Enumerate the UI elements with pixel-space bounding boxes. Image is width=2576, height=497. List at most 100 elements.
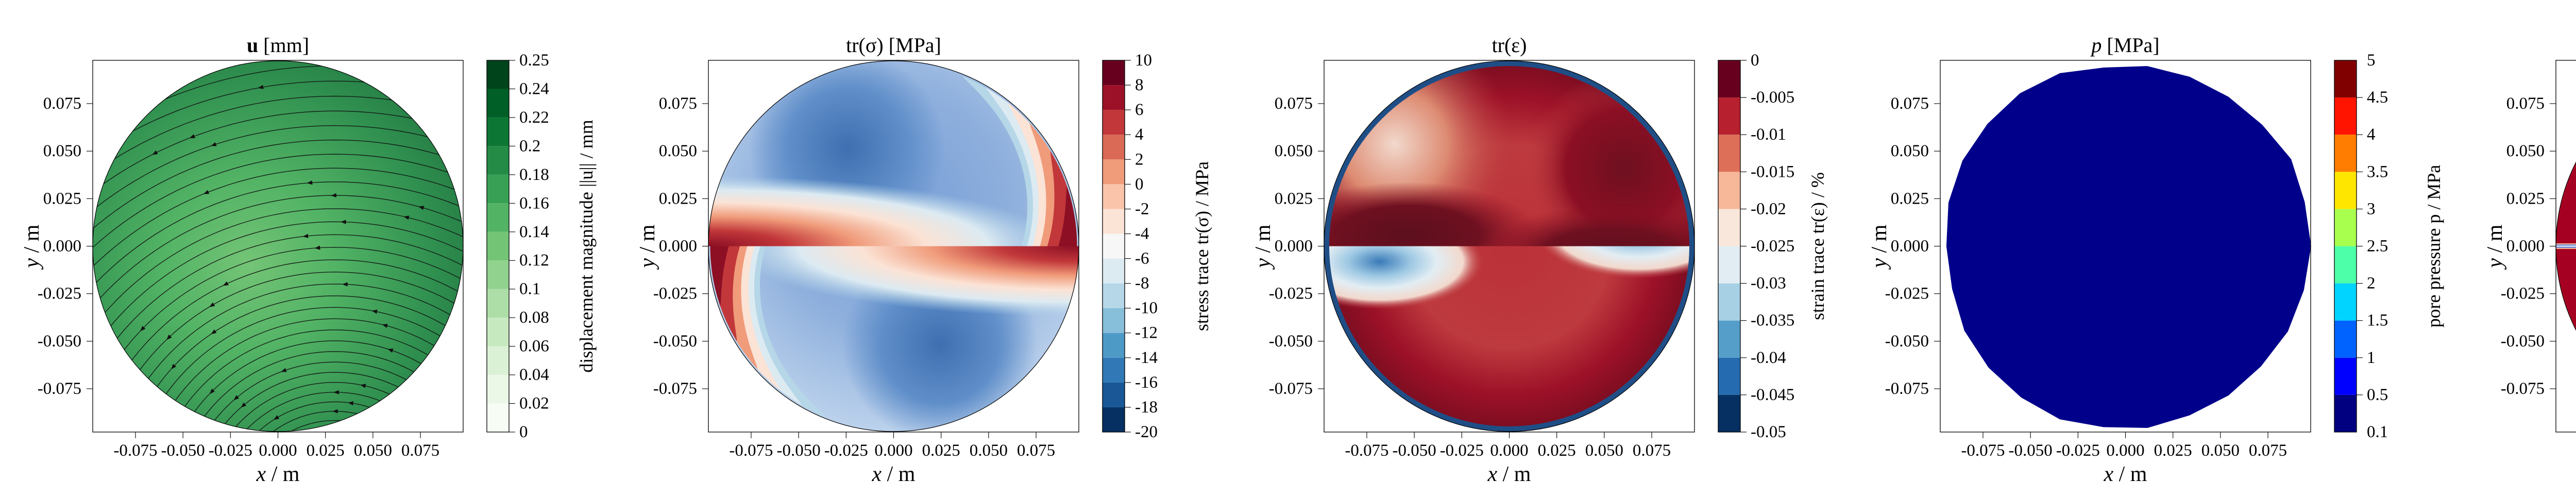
svg-text:-0.050: -0.050 [161,441,205,460]
svg-text:5: 5 [2367,51,2376,70]
svg-text:strain trace tr(ε) / %: strain trace tr(ε) / % [1807,172,1828,320]
svg-text:4.5: 4.5 [2367,88,2388,107]
svg-text:pore pressure p / MPa: pore pressure p / MPa [2424,165,2444,328]
svg-text:0.050: 0.050 [43,142,81,160]
svg-text:-0.005: -0.005 [1751,88,1794,107]
svg-text:-0.050: -0.050 [2501,332,2545,351]
svg-text:-0.025: -0.025 [824,441,868,460]
svg-text:-16: -16 [1135,373,1158,392]
svg-text:x / m: x / m [2103,462,2147,486]
svg-text:-0.03: -0.03 [1751,274,1786,293]
svg-text:0.075: 0.075 [659,94,697,113]
svg-text:0.075: 0.075 [1017,441,1055,460]
svg-text:2.5: 2.5 [2367,237,2388,255]
svg-text:-14: -14 [1135,349,1158,367]
svg-text:0.050: 0.050 [1890,142,1928,160]
svg-text:0.22: 0.22 [519,108,549,127]
svg-text:tr(σ) [MPa]: tr(σ) [MPa] [846,34,941,57]
svg-text:-0.050: -0.050 [1393,441,1436,460]
svg-text:0.000: 0.000 [2106,441,2144,460]
svg-text:p [MPa]: p [MPa] [2090,34,2159,57]
svg-text:0.025: 0.025 [1538,441,1576,460]
svg-text:0.075: 0.075 [43,94,81,113]
svg-text:2: 2 [1135,150,1144,169]
svg-text:-0.025: -0.025 [1885,285,1928,303]
svg-text:-0.035: -0.035 [1751,311,1794,330]
svg-text:4: 4 [1135,125,1144,144]
svg-text:0.025: 0.025 [2506,189,2545,208]
svg-text:0.000: 0.000 [43,237,81,255]
svg-text:0: 0 [1751,51,1759,70]
svg-text:0.025: 0.025 [43,189,81,208]
svg-text:0.000: 0.000 [659,237,697,255]
svg-text:0.050: 0.050 [2506,142,2545,160]
svg-text:-0.025: -0.025 [653,285,697,303]
svg-text:0.2: 0.2 [519,137,540,155]
svg-text:0.18: 0.18 [519,165,549,184]
svg-text:-0.025: -0.025 [1751,237,1794,255]
svg-text:0.1: 0.1 [2367,423,2388,441]
svg-text:-0.075: -0.075 [2501,379,2545,398]
svg-text:0.04: 0.04 [519,366,549,384]
svg-text:-0.015: -0.015 [1751,162,1794,181]
svg-text:0.050: 0.050 [970,441,1008,460]
svg-text:-0.075: -0.075 [653,379,697,398]
svg-text:4: 4 [2367,125,2376,144]
svg-text:0.075: 0.075 [1633,441,1671,460]
svg-text:0.25: 0.25 [519,51,549,70]
svg-text:stress trace tr(σ) / MPa: stress trace tr(σ) / MPa [1192,161,1212,331]
svg-text:-0.050: -0.050 [2008,441,2052,460]
svg-text:-0.045: -0.045 [1751,386,1794,404]
svg-text:0.050: 0.050 [1275,142,1313,160]
svg-text:0.050: 0.050 [659,142,697,160]
svg-text:0.025: 0.025 [1275,189,1313,208]
svg-text:0.000: 0.000 [1890,237,1928,255]
svg-text:0.000: 0.000 [875,441,913,460]
svg-text:-20: -20 [1135,423,1158,441]
svg-text:-0.050: -0.050 [1885,332,1928,351]
svg-text:0.025: 0.025 [2154,441,2192,460]
svg-text:0.000: 0.000 [1275,237,1313,255]
svg-text:-0.02: -0.02 [1751,200,1786,218]
svg-text:-0.050: -0.050 [1269,332,1313,351]
svg-text:0.06: 0.06 [519,337,549,356]
svg-text:-6: -6 [1135,250,1149,268]
svg-text:0.5: 0.5 [2367,386,2388,404]
svg-text:0.025: 0.025 [1890,189,1928,208]
svg-text:1: 1 [2367,349,2376,367]
svg-text:-0.075: -0.075 [38,379,81,398]
svg-text:0: 0 [1135,175,1144,193]
svg-text:3.5: 3.5 [2367,162,2388,181]
svg-text:0: 0 [519,423,528,441]
svg-text:-4: -4 [1135,224,1149,243]
svg-text:y / m: y / m [20,225,44,270]
svg-text:0.14: 0.14 [519,223,549,241]
svg-text:-0.075: -0.075 [113,441,157,460]
svg-text:-0.025: -0.025 [38,285,81,303]
svg-text:1.5: 1.5 [2367,311,2388,330]
svg-text:x / m: x / m [256,462,300,486]
svg-text:-0.075: -0.075 [1345,441,1389,460]
svg-text:displacement magnitude ||u|| /: displacement magnitude ||u|| / mm [576,120,597,373]
svg-text:0.025: 0.025 [922,441,960,460]
svg-text:3: 3 [2367,200,2376,218]
svg-text:0.08: 0.08 [519,308,549,327]
svg-text:-10: -10 [1135,299,1158,318]
svg-text:0.050: 0.050 [354,441,392,460]
svg-text:-0.075: -0.075 [730,441,773,460]
svg-text:-2: -2 [1135,200,1149,218]
svg-text:-0.05: -0.05 [1751,423,1786,441]
svg-text:-0.01: -0.01 [1751,125,1786,144]
svg-text:2: 2 [2367,274,2376,293]
svg-text:y / m: y / m [1868,225,1891,270]
svg-text:0.025: 0.025 [307,441,345,460]
svg-text:10: 10 [1135,51,1152,70]
svg-text:y / m: y / m [1251,225,1275,270]
svg-text:-0.075: -0.075 [1885,379,1928,398]
svg-text:-0.075: -0.075 [1961,441,2005,460]
svg-text:0.12: 0.12 [519,251,549,270]
svg-text:0.075: 0.075 [1890,94,1928,113]
svg-text:8: 8 [1135,76,1144,94]
svg-text:0.050: 0.050 [2201,441,2239,460]
svg-text:-0.025: -0.025 [1269,285,1313,303]
